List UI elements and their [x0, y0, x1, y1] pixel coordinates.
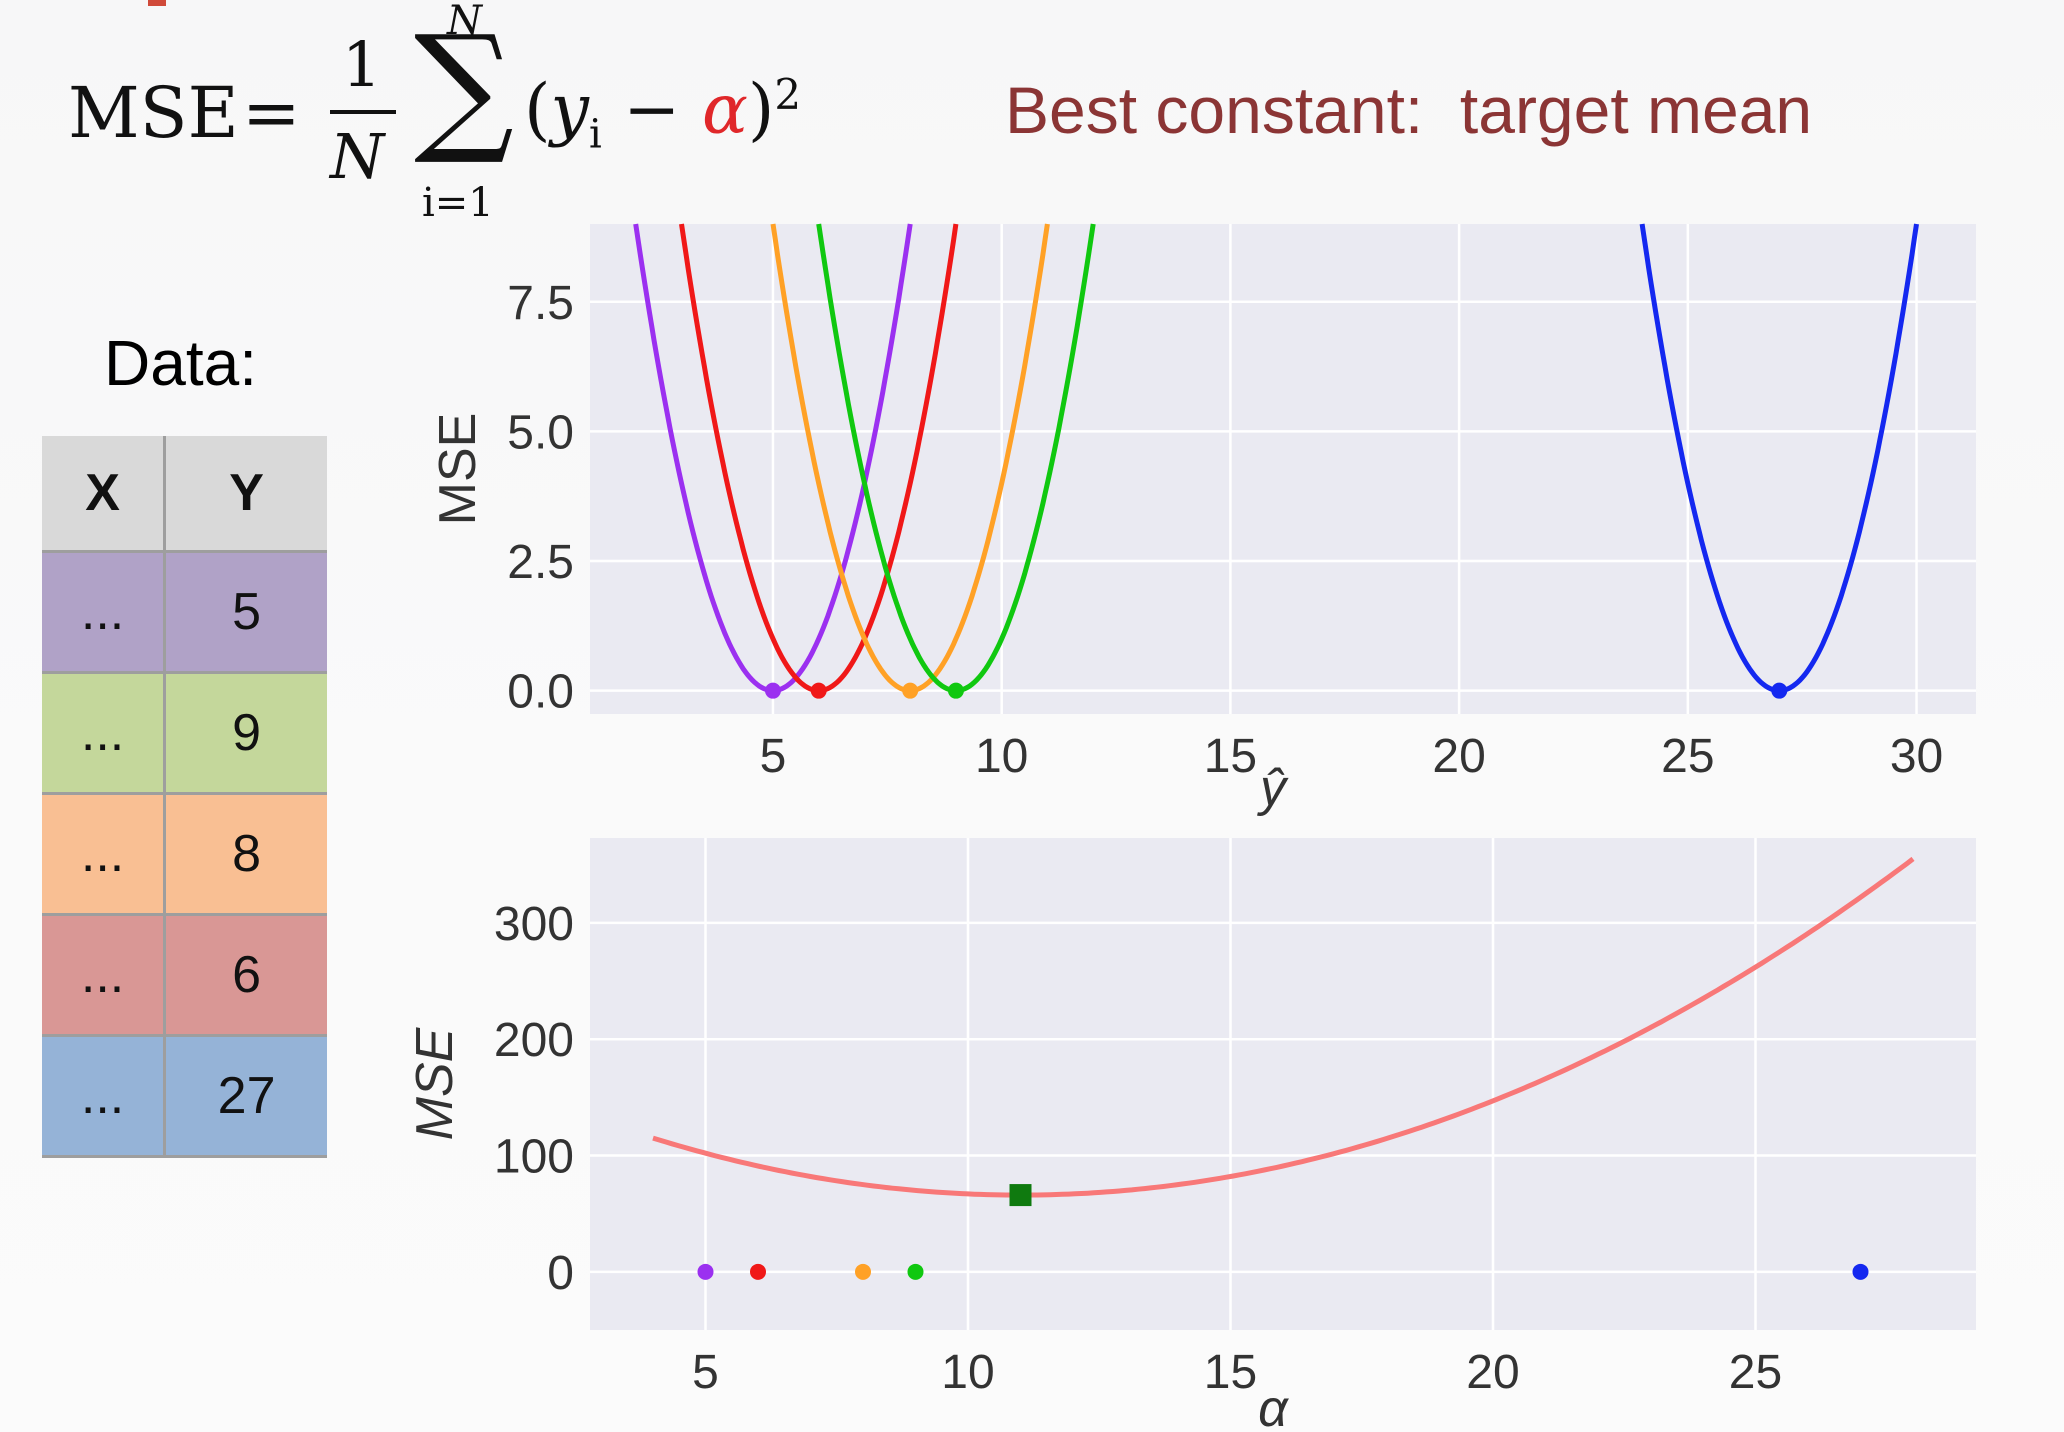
data-title: Data: — [104, 327, 257, 399]
minimum-marker — [1009, 1184, 1032, 1207]
table-cell-x: ... — [42, 551, 167, 674]
data-point — [1852, 1263, 1869, 1280]
x-tick-label: 20 — [1432, 730, 1485, 783]
formula-equals: = — [242, 72, 301, 154]
x-tick-label: 10 — [975, 730, 1028, 783]
minimum-point — [764, 682, 781, 699]
x-tick-label: 15 — [1204, 730, 1257, 783]
formula-fraction-bar — [330, 110, 396, 114]
sum-symbol: ∑ — [414, 6, 514, 169]
data-point — [750, 1263, 766, 1280]
table-cell-x: ... — [42, 914, 167, 1037]
formula-sum-lower: i=1 — [422, 180, 494, 226]
table-header-row: X Y — [42, 436, 327, 553]
header-x: X — [42, 436, 167, 553]
formula-minus: − — [601, 70, 702, 150]
table-cell-x: ... — [42, 793, 167, 916]
y-tick-label: 7.5 — [507, 277, 574, 330]
x-tick-label: 5 — [692, 1346, 719, 1399]
y-tick-label: 0 — [547, 1247, 574, 1300]
table-row: ... 8 — [42, 793, 327, 916]
table-cell-y: 27 — [164, 1035, 327, 1158]
data-table: X Y ... 5... 9... 8... 6... 27 — [42, 436, 327, 1158]
formula-denominator: N — [330, 120, 385, 193]
table-cell-y: 6 — [164, 914, 327, 1037]
formula-body: (yi − α)2 — [524, 70, 802, 158]
table-cell-x: ... — [42, 672, 167, 795]
x-tick-label: 5 — [760, 730, 787, 783]
y-tick-label: 300 — [494, 898, 574, 951]
formula-lhs: MSE — [68, 72, 239, 154]
y-tick-label: 200 — [494, 1014, 574, 1067]
table-cell-y: 5 — [164, 551, 327, 674]
table-row: ... 9 — [42, 672, 327, 795]
x-tick-label: 10 — [941, 1346, 994, 1399]
formula-sum-upper: N — [447, 0, 482, 44]
formula-y: y — [550, 70, 589, 150]
table-row: ... 5 — [42, 551, 327, 674]
y-tick-label: 0.0 — [507, 666, 574, 719]
minimum-point — [947, 682, 964, 699]
best-constant-caption: Best constant: target mean — [1005, 73, 1813, 147]
x-tick-label: 20 — [1466, 1346, 1519, 1399]
plot-area — [590, 838, 1976, 1330]
mse-formula: MSE = 1 N N ∑ i=1 (yi − α)2 — [62, 0, 942, 230]
y-axis-label: MSE — [429, 413, 487, 526]
x-axis-label: α — [1258, 1380, 1289, 1432]
table-cell-y: 9 — [164, 672, 327, 795]
y-tick-label: 2.5 — [507, 536, 574, 589]
accent-line — [148, 0, 166, 6]
minimum-point — [810, 682, 827, 699]
formula-power: 2 — [774, 70, 802, 119]
data-point — [907, 1263, 924, 1280]
data-point — [855, 1263, 871, 1280]
minimum-point — [902, 682, 919, 699]
formula-subscript: i — [588, 111, 602, 158]
x-tick-label: 30 — [1890, 730, 1943, 783]
table-cell-y: 8 — [164, 793, 327, 916]
y-tick-label: 100 — [494, 1131, 574, 1184]
header-y: Y — [164, 436, 327, 553]
x-tick-label: 25 — [1729, 1346, 1782, 1399]
y-tick-label: 5.0 — [507, 406, 574, 459]
x-axis-label: ŷ — [1257, 759, 1289, 817]
table-row: ... 27 — [42, 1035, 327, 1158]
x-tick-label: 15 — [1204, 1346, 1257, 1399]
x-tick-label: 25 — [1661, 730, 1714, 783]
plot-area — [590, 224, 1976, 714]
formula-numerator: 1 — [342, 28, 382, 101]
data-point — [697, 1263, 714, 1280]
mse-curve — [652, 856, 1915, 1198]
table-cell-x: ... — [42, 1035, 167, 1158]
y-axis-label: MSE — [406, 1026, 464, 1140]
minimum-point — [1771, 682, 1788, 699]
table-row: ... 6 — [42, 914, 327, 1037]
formula-alpha: α — [701, 70, 748, 150]
